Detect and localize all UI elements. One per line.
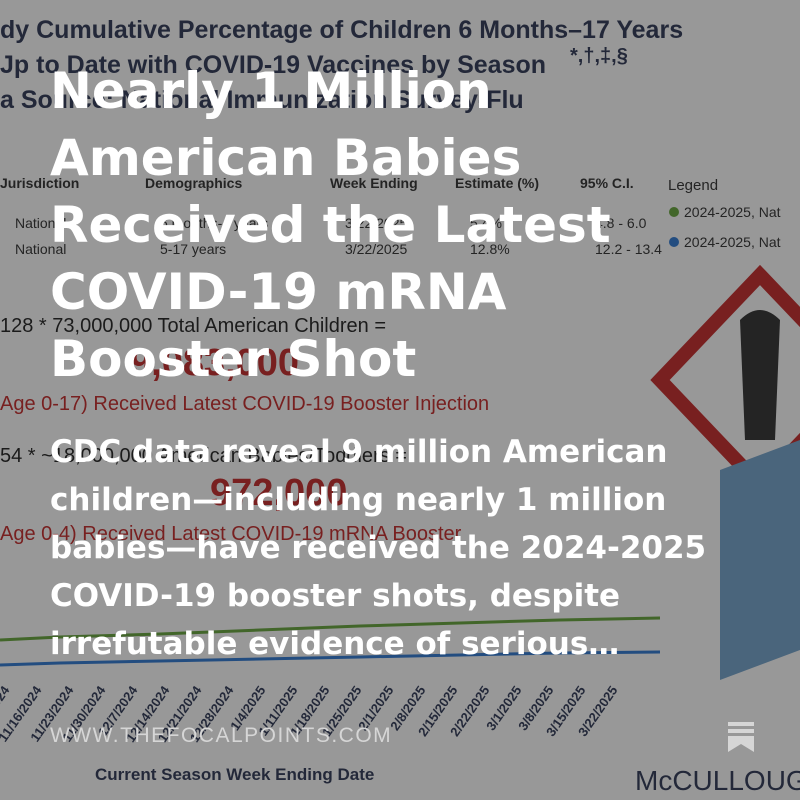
legend-dot — [669, 207, 679, 217]
bg-table-cell: 5-17 years — [160, 241, 226, 257]
bg-annotation: 9,083,000 — [130, 342, 299, 384]
bg-title-marks: *,†,‡,§ — [570, 45, 628, 67]
bg-logo: McCULLOUGH — [635, 765, 800, 796]
bg-legend-item: 2024-2025, Nat — [684, 234, 781, 250]
bg-table-cell: 6 months-4 years — [160, 215, 268, 231]
bg-annotation: 972,000 — [210, 472, 347, 514]
bg-annotation: 128 * 73,000,000 Total American Children… — [0, 315, 386, 337]
bg-table-header: Jurisdiction — [0, 175, 79, 191]
bg-legend-title: Legend — [668, 177, 718, 194]
bg-table: Jurisdiction Demographics Week Ending Estim… — [0, 175, 662, 257]
bg-table-cell: National — [15, 241, 66, 257]
bg-chart-title: a Source: National Immunization Survey-F… — [0, 86, 524, 114]
bg-annotation: Age 0-17) Received Latest COVID-19 Boost… — [0, 393, 489, 415]
bg-x-dates: 11/9/202411/16/202411/23/202411/30/20241… — [0, 682, 620, 745]
bg-table-cell: 3/22/2025 — [345, 241, 407, 257]
bg-table-cell: 5.4% — [470, 215, 502, 231]
bg-table-cell: 3/22/2025 — [345, 215, 407, 231]
bg-chart-title: Jp to Date with COVID-19 Vaccines by Sea… — [0, 51, 546, 79]
hazard-icon — [740, 310, 780, 440]
bg-table-header: 95% C.I. — [580, 175, 634, 191]
bg-table-header: Demographics — [145, 175, 242, 191]
bg-table-header: Week Ending — [330, 175, 418, 191]
box-illustration — [720, 440, 800, 680]
bg-table-cell: 4.8 - 6.0 — [595, 215, 647, 231]
bg-line — [0, 650, 661, 667]
legend-dot — [669, 237, 679, 247]
bg-x-label: Current Season Week Ending Date — [95, 765, 374, 784]
bg-annotation: Age 0-4) Received Latest COVID-19 mRNA B… — [0, 523, 462, 545]
card-title: Nearly 1 Million American Babies Receive… — [50, 62, 611, 388]
card-description: CDC data reveal 9 million American child… — [50, 434, 707, 662]
bg-table-cell: 12.8% — [470, 241, 510, 257]
bg-table-cell: National — [15, 215, 66, 231]
bg-line — [0, 616, 661, 642]
bookmark-icon[interactable] — [728, 722, 754, 752]
bg-chart-title: dy Cumulative Percentage of Children 6 M… — [0, 16, 683, 44]
bg-legend-item: 2024-2025, Nat — [684, 204, 781, 220]
bg-annotation: 54 * ~18,000,000 American Babies/Toddler… — [0, 445, 407, 467]
bg-table-header: Estimate (%) — [455, 175, 539, 191]
bg-table-cell: 12.2 - 13.4 — [595, 241, 662, 257]
site-url[interactable]: WWW.THEFOCALPOINTS.COM — [50, 724, 393, 747]
